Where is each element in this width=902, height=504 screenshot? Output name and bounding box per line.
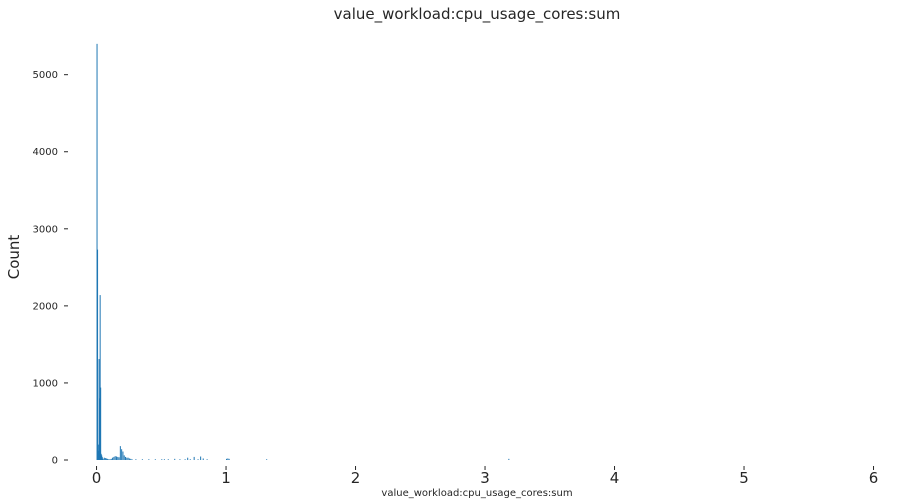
y-tick-label: 0: [52, 456, 58, 467]
histogram-bar: [123, 455, 125, 460]
histogram-bar: [200, 456, 202, 460]
y-tick-label: 4000: [33, 147, 58, 158]
histogram-bar: [110, 458, 112, 460]
x-tick-label: 3: [480, 469, 490, 487]
x-tick-label: 1: [221, 469, 231, 487]
histogram-bar: [100, 387, 102, 460]
histogram-bar: [141, 459, 143, 460]
histogram-bar: [103, 457, 105, 460]
histogram-bar: [161, 459, 163, 460]
x-tick-label: 5: [739, 469, 749, 487]
histogram-bar: [127, 457, 129, 460]
y-tick-label: 1000: [33, 378, 58, 389]
histogram-bar: [266, 459, 268, 460]
histogram-bar: [148, 459, 150, 460]
x-axis-ticks: 0 1 2 3 4 5 6: [92, 466, 879, 487]
histogram-bar: [122, 451, 124, 460]
histogram-bar: [98, 359, 100, 460]
histogram-bar: [109, 459, 111, 460]
x-tick-label: 2: [351, 469, 361, 487]
histogram-bar: [99, 295, 101, 460]
histogram-bar: [193, 456, 195, 460]
histogram-bar: [106, 458, 108, 460]
histogram-bar: [227, 458, 229, 460]
histogram-bar: [117, 456, 119, 460]
histogram-bar: [187, 457, 189, 460]
histogram-bar: [130, 458, 132, 460]
y-tick-label: 2000: [33, 301, 58, 312]
x-tick-label: 0: [92, 469, 102, 487]
histogram-bar: [99, 398, 101, 460]
histogram-bar: [96, 43, 98, 460]
histogram-bar: [125, 456, 127, 460]
histogram-bar: [113, 456, 115, 460]
histogram-bar: [197, 459, 199, 460]
histogram-bar: [98, 450, 100, 460]
y-tick-label: 5000: [33, 70, 58, 81]
histogram-bar: [228, 458, 230, 460]
x-axis-label: value_workload:cpu_usage_cores:sum: [381, 488, 572, 499]
histogram-bar: [101, 456, 103, 460]
histogram-bar: [101, 455, 103, 460]
histogram-bar: [105, 458, 107, 460]
histogram-bar: [119, 446, 121, 460]
histogram-bar: [131, 459, 133, 460]
histogram-bars: [96, 43, 510, 460]
histogram-bar: [112, 457, 114, 460]
histogram-bar: [97, 444, 99, 460]
histogram-bar: [100, 453, 102, 460]
histogram-bar: [179, 459, 181, 460]
histogram-bar: [508, 458, 510, 460]
histogram-bar: [126, 457, 128, 460]
histogram-bar: [102, 458, 104, 460]
histogram-bar: [97, 249, 99, 460]
x-tick-label: 6: [869, 469, 879, 487]
histogram-bar: [128, 458, 130, 460]
histogram-bar: [206, 459, 208, 460]
histogram-bar: [104, 458, 106, 460]
histogram-bar: [174, 458, 176, 460]
y-axis-ticks: 0 1000 2000 3000 4000 5000: [33, 70, 68, 467]
y-tick-label: 3000: [33, 224, 58, 235]
x-tick-label: 4: [610, 469, 620, 487]
histogram-bar: [154, 459, 156, 460]
y-axis-label: Count: [5, 235, 23, 280]
histogram-bar: [118, 457, 120, 460]
histogram-bar: [121, 449, 123, 460]
histogram-bar: [184, 459, 186, 460]
histogram-bar: [114, 456, 116, 460]
histogram-bar: [189, 459, 191, 460]
chart-title: value_workload:cpu_usage_cores:sum: [334, 5, 621, 24]
histogram-bar: [108, 459, 110, 460]
histogram-bar: [115, 456, 117, 460]
histogram-bar: [102, 459, 104, 460]
histogram-bar: [163, 459, 165, 460]
histogram-bar: [135, 459, 137, 460]
histogram-bar: [226, 458, 228, 460]
histogram-bar: [167, 459, 169, 460]
histogram-bar: [202, 458, 204, 460]
